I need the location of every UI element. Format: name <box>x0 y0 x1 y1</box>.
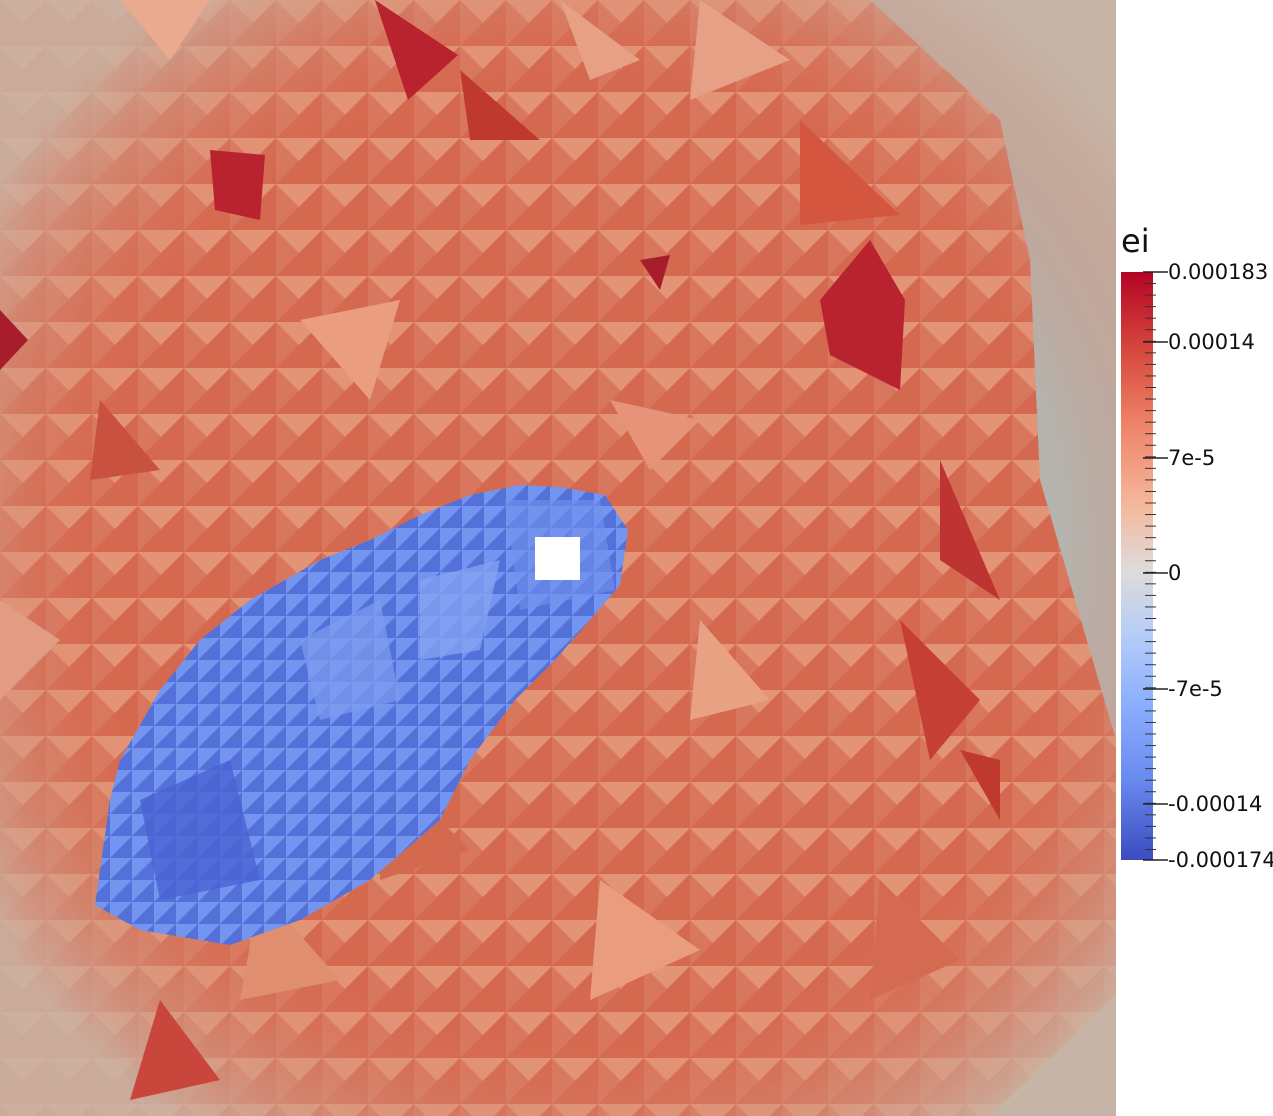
legend-title: ei <box>1121 222 1150 260</box>
tick-label-neg-7e-5: -7e-5 <box>1168 677 1223 701</box>
tick-label-min: -0.000174 <box>1168 848 1273 872</box>
field-render-viewport[interactable] <box>0 0 1116 1116</box>
tick-label-neg-0-00014: -0.00014 <box>1168 792 1263 816</box>
tick-label-0-00014: 0.00014 <box>1168 330 1255 354</box>
tick-label-zero: 0 <box>1168 561 1182 585</box>
inclusion-hole <box>535 537 580 580</box>
color-legend: ei 0.000183 0.00014 7e-5 0 -7e-5 -0.0001… <box>1116 0 1273 1116</box>
tick-label-7e-5: 7e-5 <box>1168 446 1216 470</box>
colorbar <box>1121 272 1153 860</box>
tick-label-max: 0.000183 <box>1168 260 1269 284</box>
colorbar-ticks <box>1143 271 1168 861</box>
